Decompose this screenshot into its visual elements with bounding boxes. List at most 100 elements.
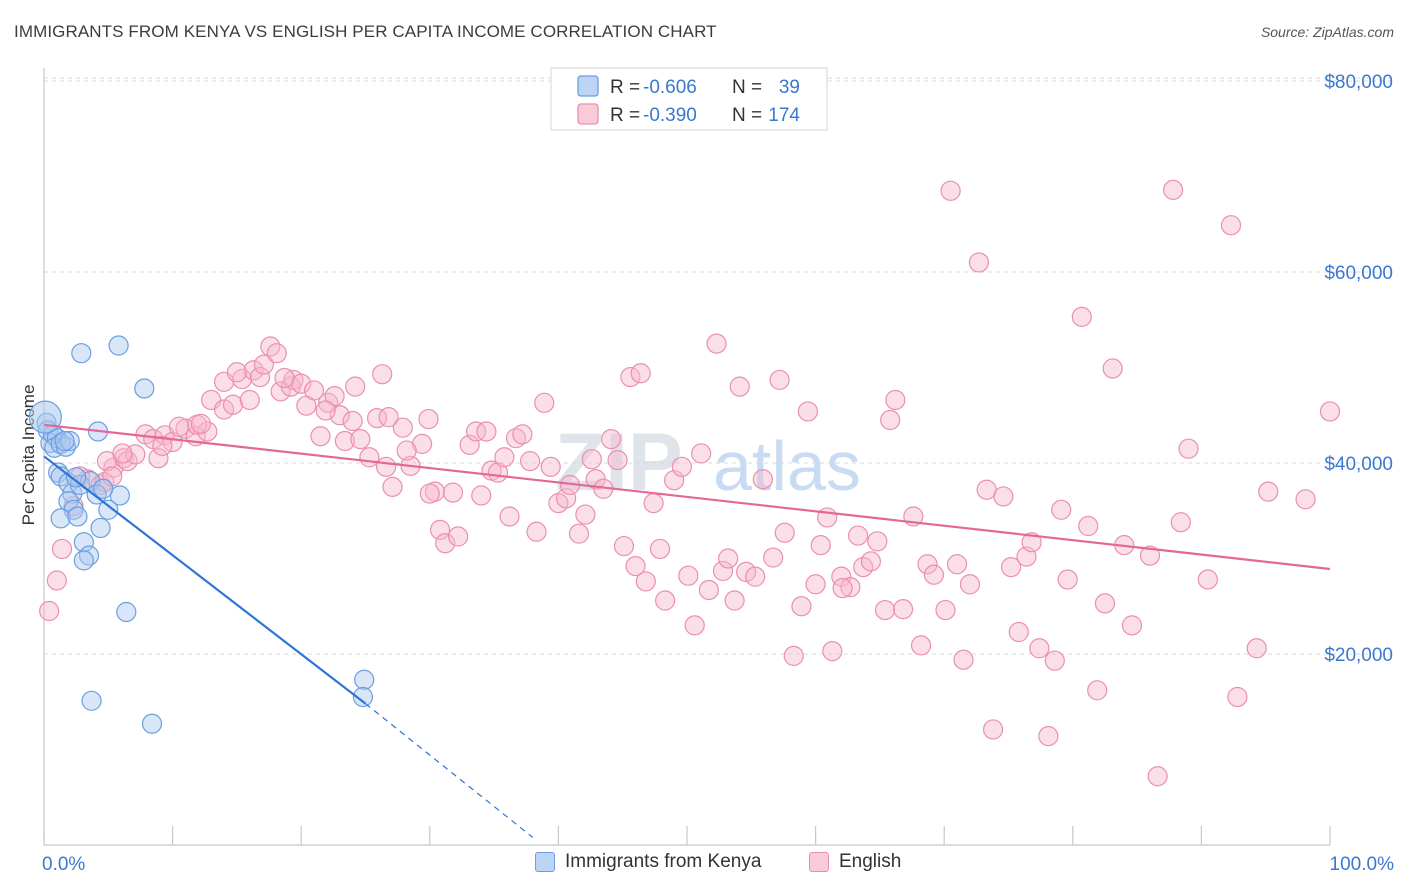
- english-point: [649, 538, 671, 560]
- english-point: [874, 599, 896, 621]
- english-point: [378, 407, 399, 428]
- english-point: [712, 560, 734, 582]
- english-point: [239, 389, 260, 411]
- english-point: [1170, 512, 1191, 533]
- english-point: [222, 394, 244, 415]
- kenya-point: [98, 499, 119, 520]
- english-point: [840, 577, 861, 598]
- english-point: [419, 483, 440, 504]
- english-point: [880, 409, 901, 431]
- english-point: [706, 333, 727, 354]
- stats-n-value: 39: [779, 77, 800, 98]
- english-point: [359, 447, 380, 468]
- english-point: [112, 443, 133, 464]
- english-point: [1258, 481, 1279, 502]
- english-point: [226, 362, 247, 383]
- english-point: [274, 367, 295, 389]
- english-point: [993, 486, 1014, 507]
- kenya-point: [71, 343, 92, 364]
- english-point: [303, 380, 325, 401]
- english-point: [372, 364, 393, 385]
- english-point: [724, 590, 745, 611]
- english-point: [1051, 499, 1072, 520]
- legend-label-kenya: Immigrants from Kenya: [565, 851, 762, 872]
- english-point: [435, 533, 456, 554]
- english-point: [805, 574, 826, 595]
- english-point: [1000, 556, 1022, 578]
- english-point: [860, 551, 881, 572]
- english-point: [940, 180, 961, 201]
- legend-label-english: English: [839, 851, 902, 872]
- english-point: [512, 424, 533, 445]
- english-point: [847, 525, 869, 546]
- watermark-atlas: atlas: [713, 427, 861, 505]
- kenya-point: [354, 669, 375, 690]
- english-point: [968, 252, 990, 273]
- y-tick-labels: $20,000 $40,000 $60,000 $80,000: [1324, 72, 1393, 666]
- kenya-trend-extension: [365, 703, 534, 838]
- english-point: [540, 456, 561, 477]
- english-point: [832, 578, 853, 599]
- y-tick-label: $20,000: [1324, 645, 1393, 666]
- legend-swatch-kenya: [535, 852, 555, 872]
- english-point: [953, 649, 974, 670]
- english-point: [1102, 358, 1123, 379]
- english-point: [324, 386, 345, 407]
- english-point: [270, 381, 291, 402]
- english-point: [568, 523, 590, 544]
- english-point: [892, 599, 914, 620]
- english-point: [162, 431, 183, 453]
- kenya-points: [28, 335, 375, 734]
- english-point: [392, 417, 413, 438]
- english-point: [581, 449, 602, 470]
- legend-item-kenya: Immigrants from Kenya: [535, 851, 761, 873]
- chart-title: IMMIGRANTS FROM KENYA VS ENGLISH PER CAP…: [14, 22, 717, 41]
- kenya-point: [108, 335, 129, 356]
- english-point: [253, 354, 275, 375]
- y-tick-label: $80,000: [1324, 72, 1393, 93]
- english-point: [342, 410, 363, 432]
- kenya-point: [50, 508, 71, 529]
- english-point: [1178, 438, 1199, 459]
- english-point: [494, 447, 515, 468]
- kenya-trend-line: [43, 455, 367, 705]
- stats-r-value: -0.390: [643, 105, 697, 126]
- kenya-point: [352, 686, 374, 708]
- english-point: [763, 547, 784, 568]
- english-point: [249, 366, 271, 388]
- english-point: [774, 522, 795, 543]
- kenya-point: [66, 467, 87, 488]
- english-point: [946, 554, 968, 575]
- kenya-point: [134, 378, 155, 399]
- english-point: [959, 574, 981, 595]
- kenya-point: [73, 550, 94, 571]
- english-point: [607, 450, 628, 471]
- english-point: [1038, 726, 1059, 747]
- english-point: [345, 376, 366, 397]
- stats-r-value: -0.606: [643, 77, 697, 98]
- english-point: [266, 343, 287, 364]
- english-point: [810, 535, 831, 556]
- english-point: [923, 564, 945, 585]
- english-point: [783, 645, 804, 667]
- english-point: [935, 599, 956, 621]
- stats-n-label: N =: [732, 77, 762, 98]
- english-point: [465, 421, 487, 442]
- stats-n-value: 174: [768, 105, 800, 126]
- english-point: [39, 600, 60, 622]
- english-point: [910, 635, 932, 656]
- english-point: [625, 556, 646, 577]
- english-point: [526, 521, 547, 542]
- english-point: [769, 369, 790, 391]
- kenya-point: [81, 690, 102, 711]
- kenya-point: [28, 400, 62, 434]
- english-point: [471, 485, 492, 506]
- english-point: [334, 430, 356, 452]
- english-point: [797, 401, 818, 422]
- english-point: [885, 389, 906, 411]
- english-point: [46, 570, 67, 591]
- kenya-point: [93, 478, 114, 499]
- english-point: [1220, 215, 1242, 236]
- english-point: [350, 429, 371, 450]
